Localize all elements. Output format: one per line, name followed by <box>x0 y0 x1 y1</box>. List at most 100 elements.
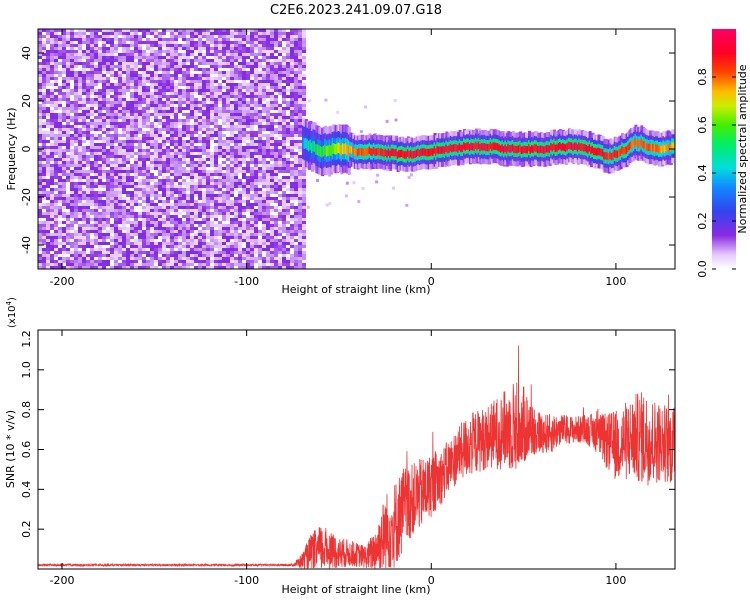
heatmap-cell <box>106 119 110 122</box>
heatmap-cell <box>198 203 202 206</box>
heatmap-cell <box>234 260 238 263</box>
heatmap-cell <box>254 110 258 113</box>
heatmap-cell <box>38 152 42 155</box>
heatmap-cell <box>126 155 130 158</box>
heatmap-cell <box>194 110 198 113</box>
heatmap-cell <box>242 194 246 197</box>
heatmap-cell <box>290 203 294 206</box>
heatmap-cell <box>46 131 50 134</box>
heatmap-cell <box>46 101 50 104</box>
heatmap-cell <box>70 101 74 104</box>
heatmap-cell <box>150 137 154 140</box>
heatmap-cell <box>62 38 66 41</box>
heatmap-cell <box>250 251 254 254</box>
heatmap-cell <box>74 164 78 167</box>
heatmap-cell <box>246 245 250 248</box>
heatmap-cell <box>246 116 250 119</box>
heatmap-cell <box>118 65 122 68</box>
heatmap-cell <box>214 188 218 191</box>
heatmap-cell <box>274 200 278 203</box>
heatmap-cell <box>202 263 206 266</box>
heatmap-cell <box>298 86 302 89</box>
heatmap-cell <box>274 116 278 119</box>
heatmap-cell <box>78 92 82 95</box>
heatmap-cell <box>122 158 126 161</box>
heatmap-cell <box>286 170 290 173</box>
heatmap-cell <box>66 257 70 260</box>
heatmap-cell <box>54 50 58 53</box>
heatmap-cell <box>146 140 150 143</box>
heatmap-cell <box>58 92 62 95</box>
heatmap-cell <box>86 92 90 95</box>
heatmap-cell <box>182 260 186 263</box>
heatmap-cell <box>246 62 250 65</box>
heatmap-cell <box>38 65 42 68</box>
heatmap-cell <box>218 230 222 233</box>
heatmap-cell <box>302 47 306 50</box>
heatmap-cell <box>82 242 86 245</box>
heatmap-cell <box>42 35 46 38</box>
heatmap-cell <box>258 98 262 101</box>
heatmap-cell <box>266 116 270 119</box>
heatmap-cell <box>50 149 54 152</box>
heatmap-cell <box>74 173 78 176</box>
heatmap-cell <box>162 107 166 110</box>
heatmap-cell <box>214 92 218 95</box>
heatmap-cell <box>106 209 110 212</box>
heatmap-cell <box>146 233 150 236</box>
heatmap-cell <box>174 170 178 173</box>
heatmap-cell <box>78 83 82 86</box>
heatmap-cell <box>150 86 154 89</box>
heatmap-cell <box>190 83 194 86</box>
heatmap-cell <box>134 74 138 77</box>
heatmap-cell <box>254 146 258 149</box>
heatmap-cell <box>194 149 198 152</box>
heatmap-cell <box>50 260 54 263</box>
heatmap-cell <box>78 71 82 74</box>
heatmap-cell <box>162 143 166 146</box>
heatmap-cell <box>194 218 198 221</box>
heatmap-cell <box>114 158 118 161</box>
heatmap-cell <box>246 167 250 170</box>
heatmap-cell <box>282 230 286 233</box>
heatmap-cell <box>94 152 98 155</box>
heatmap-cell <box>50 89 54 92</box>
heatmap-cell <box>262 185 266 188</box>
heatmap-cell <box>210 188 214 191</box>
heatmap-cell <box>286 32 290 35</box>
heatmap-cell <box>234 236 238 239</box>
heatmap-cell <box>170 218 174 221</box>
heatmap-cell <box>66 194 70 197</box>
heatmap-cell <box>206 113 210 116</box>
heatmap-cell <box>246 266 250 269</box>
heatmap-cell <box>286 182 290 185</box>
heatmap-cell <box>222 242 226 245</box>
heatmap-cell <box>138 227 142 230</box>
heatmap-cell <box>234 149 238 152</box>
heatmap-cell <box>106 155 110 158</box>
heatmap-cell <box>182 77 186 80</box>
heatmap-cell <box>86 188 90 191</box>
heatmap-cell <box>90 122 94 125</box>
heatmap-cell <box>98 167 102 170</box>
heatmap-cell <box>106 200 110 203</box>
heatmap-cell <box>218 260 222 263</box>
heatmap-cell <box>286 188 290 191</box>
heatmap-cell <box>142 41 146 44</box>
heatmap-cell <box>234 182 238 185</box>
heatmap-cell <box>294 92 298 95</box>
heatmap-cell <box>46 185 50 188</box>
heatmap-cell <box>266 50 270 53</box>
heatmap-cell <box>126 263 130 266</box>
heatmap-cell <box>218 137 222 140</box>
heatmap-cell <box>38 203 42 206</box>
heatmap-cell <box>122 50 126 53</box>
heatmap-cell <box>394 118 398 122</box>
heatmap-cell <box>392 186 396 190</box>
heatmap-cell <box>46 158 50 161</box>
heatmap-cell <box>70 152 74 155</box>
heatmap-cell <box>158 167 162 170</box>
heatmap-cell <box>242 206 246 209</box>
heatmap-cell <box>290 35 294 38</box>
heatmap-cell <box>226 53 230 56</box>
